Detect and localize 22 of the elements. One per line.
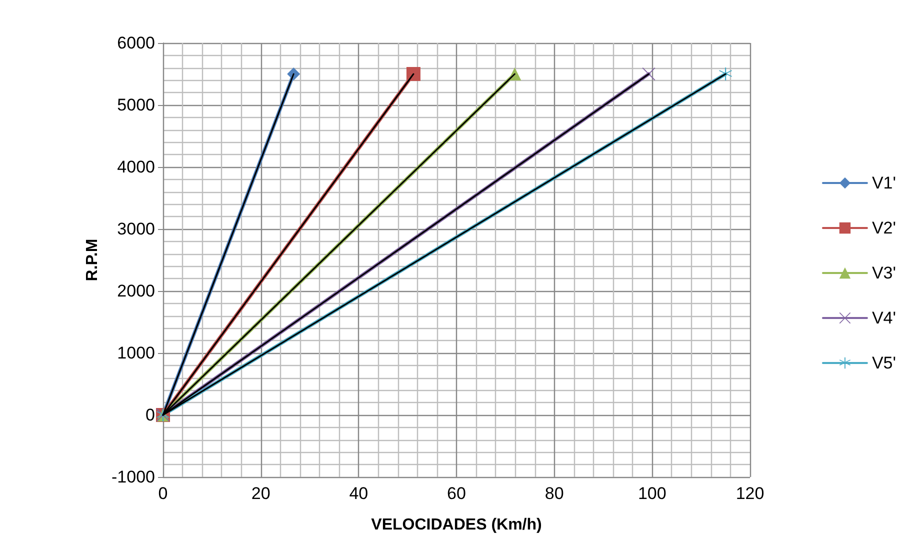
- y-tick-label: 6000: [117, 34, 155, 52]
- x-tick-label: 40: [349, 484, 368, 503]
- y-tick-label: 1000: [117, 344, 155, 362]
- y-tick-label: 2000: [117, 282, 155, 300]
- y-tick-label: -1000: [112, 468, 155, 486]
- x-tick-label: 20: [251, 484, 270, 503]
- x-axis-title: VELOCIDADES (Km/h): [371, 516, 542, 534]
- x-tick-label: 80: [544, 484, 564, 503]
- legend-label: V4': [872, 308, 896, 328]
- legend-label: V2': [872, 218, 896, 238]
- y-tick-label: 4000: [117, 158, 155, 176]
- x-tick-label: 0: [158, 484, 168, 503]
- y-tick-label: 0: [146, 406, 155, 424]
- y-tick-label: 3000: [117, 220, 155, 238]
- legend-label: V1': [872, 174, 896, 192]
- x-tick-label: 120: [736, 484, 764, 503]
- y-tick-label: 5000: [117, 96, 155, 114]
- legend-label: V3': [872, 264, 896, 282]
- legend-label: V5': [872, 354, 896, 372]
- x-tick-label: 100: [638, 484, 666, 503]
- x-tick-label: 60: [447, 484, 466, 503]
- y-axis-title: R.P.M: [84, 238, 102, 282]
